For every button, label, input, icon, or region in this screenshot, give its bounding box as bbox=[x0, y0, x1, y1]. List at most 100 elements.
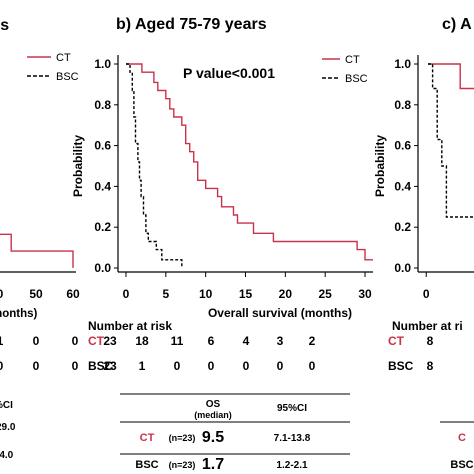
panel-b-risk-value: 23 bbox=[103, 359, 117, 373]
left-series-ct bbox=[0, 233, 74, 268]
panel-c-x-ticks: 0 bbox=[423, 272, 430, 301]
left-risk-last-value: 0 bbox=[72, 334, 79, 348]
left-stats-header-fragment: %CI bbox=[0, 400, 13, 411]
panel-b-x-ticks: 0 5 10 15 20 25 30 bbox=[123, 272, 372, 301]
panel-b-title: b) Aged 75-79 years bbox=[116, 16, 267, 33]
panel-b-risk-value: 3 bbox=[277, 334, 284, 348]
left-risk-value: 1 bbox=[0, 334, 4, 348]
panel-b-risk-row-label-bsc: BSC bbox=[88, 359, 114, 373]
panel-b-risk-title: Number at risk bbox=[88, 319, 172, 333]
panel-c-series-ct bbox=[428, 63, 474, 90]
left-legend: CT BSC bbox=[27, 52, 79, 83]
panel-b-risk-value: 11 bbox=[171, 334, 184, 348]
panel-c-stats-group: BSC bbox=[450, 459, 473, 471]
panel-b-x-tick-label: 5 bbox=[162, 287, 169, 301]
panel-b-stats-group-bsc: BSC bbox=[135, 459, 158, 471]
panel-c: c) A Probability 0.0 0.2 0.4 0.6 0.8 1.0 0 Nu… bbox=[373, 16, 474, 471]
panel-c-risk-value: 8 bbox=[427, 359, 434, 373]
panel-b-stats-group-ct: CT bbox=[140, 432, 155, 444]
panel-b-stats-ci: 7.1-13.8 bbox=[274, 433, 311, 444]
panel-b-xlabel: Overall survival (months) bbox=[208, 306, 352, 320]
panel-b: b) Aged 75-79 years Probability 0.0 0.2 0.… bbox=[71, 16, 373, 473]
panel-b-risk-value: 0 bbox=[208, 359, 215, 373]
panel-b-stats-median-header: (median) bbox=[194, 410, 232, 420]
panel-c-y-tick-label: 0.4 bbox=[394, 179, 411, 193]
panel-b-legend-label-ct: CT bbox=[345, 54, 360, 66]
panel-c-risk-row-label-bsc: BSC bbox=[388, 359, 414, 373]
panel-c-stats-table: C BSC bbox=[440, 421, 474, 471]
panel-c-y-tick-label: 0.6 bbox=[394, 139, 411, 153]
panel-b-stats-os: 9.5 bbox=[202, 429, 224, 446]
panel-b-stats-os: 1.7 bbox=[202, 456, 224, 473]
panel-c-series-bsc bbox=[428, 63, 474, 218]
panel-c-title-fragment: c) A bbox=[442, 16, 472, 33]
panel-c-risk-title-fragment: Number at ri bbox=[392, 319, 463, 333]
panel-b-curves bbox=[126, 63, 373, 268]
panel-b-x-tick-label: 20 bbox=[279, 287, 293, 301]
panel-c-y-ticks: 0.0 0.2 0.4 0.6 0.8 1.0 bbox=[394, 57, 418, 275]
left-x-tick-label: 0 bbox=[0, 287, 4, 301]
left-risk-last-value: 0 bbox=[72, 359, 79, 373]
panel-left: rs 0 50 60 months) CT BSC 1 0 0 0 0 0 %CI 29.0 -… bbox=[0, 17, 80, 461]
left-risk-value: 0 bbox=[33, 334, 40, 348]
panel-b-risk-value: 0 bbox=[309, 359, 316, 373]
panel-b-risk-value: 23 bbox=[103, 334, 117, 348]
panel-b-stats-n: (n=23) bbox=[169, 460, 196, 470]
panel-b-risk-value: 0 bbox=[277, 359, 284, 373]
panel-c-ylabel: Probability bbox=[373, 135, 387, 197]
left-risk-value: 0 bbox=[33, 359, 40, 373]
panel-c-y-tick-label: 0.0 bbox=[394, 261, 411, 275]
panel-b-stats-n: (n=23) bbox=[169, 433, 196, 443]
panel-c-stats-group: C bbox=[458, 432, 466, 444]
panel-c-curves bbox=[428, 63, 474, 218]
panel-c-risk-row-label-ct: CT bbox=[388, 334, 405, 348]
left-stats-ci-bsc: -4.0 bbox=[0, 450, 14, 461]
panel-b-ylabel: Probability bbox=[71, 135, 85, 197]
panel-c-risk-table: CT 8 BSC 8 bbox=[388, 334, 434, 373]
panel-c-y-tick-label: 1.0 bbox=[394, 57, 411, 71]
panel-c-y-tick-label: 0.2 bbox=[394, 220, 411, 234]
panel-b-risk-row-label-ct: CT bbox=[88, 334, 105, 348]
panel-b-risk-value: 0 bbox=[174, 359, 181, 373]
panel-b-series-bsc bbox=[126, 63, 183, 268]
panel-c-risk-value: 8 bbox=[427, 334, 434, 348]
left-legend-label-ct: CT bbox=[56, 52, 71, 64]
left-x-ticks: 0 50 60 bbox=[0, 287, 80, 301]
panel-b-x-tick-label: 30 bbox=[358, 287, 372, 301]
panel-b-y-tick-label: 0.8 bbox=[94, 98, 111, 112]
panel-b-x-tick-label: 10 bbox=[199, 287, 213, 301]
panel-b-y-tick-label: 0.6 bbox=[94, 139, 111, 153]
left-curves bbox=[0, 233, 74, 268]
panel-b-risk-value: 6 bbox=[208, 334, 215, 348]
left-x-tick-label: 50 bbox=[29, 287, 43, 301]
panel-b-risk-value: 18 bbox=[135, 334, 149, 348]
panel-c-x-tick-label: 0 bbox=[423, 287, 430, 301]
panel-b-x-tick-label: 25 bbox=[319, 287, 333, 301]
panel-b-risk-value: 4 bbox=[243, 334, 250, 348]
left-risk-table: 1 0 0 0 0 0 bbox=[0, 334, 79, 373]
panel-b-y-tick-label: 0.0 bbox=[94, 261, 111, 275]
panel-b-y-tick-label: 0.4 bbox=[94, 179, 111, 193]
panel-c-y-tick-label: 0.8 bbox=[394, 98, 411, 112]
left-x-tick-label: 60 bbox=[66, 287, 80, 301]
panel-b-stats-os-header: OS bbox=[206, 399, 221, 410]
panel-b-stats-ci-header: 95%CI bbox=[277, 403, 307, 414]
left-xlabel-fragment: months) bbox=[0, 308, 38, 320]
panel-b-y-tick-label: 0.2 bbox=[94, 220, 111, 234]
panel-b-x-tick-label: 15 bbox=[239, 287, 253, 301]
panel-b-legend-label-bsc: BSC bbox=[345, 73, 368, 85]
panel-b-stats-table: OS(median) 95%CI CT (n=23) 9.5 7.1-13.8 BSC (n=… bbox=[120, 393, 350, 473]
left-risk-value: 0 bbox=[0, 359, 4, 373]
panel-b-legend: CT BSC bbox=[322, 54, 368, 85]
panel-b-risk-value: 2 bbox=[309, 334, 316, 348]
panel-b-x-tick-label: 0 bbox=[123, 287, 130, 301]
panel-b-series-ct bbox=[126, 63, 373, 261]
panel-b-y-tick-label: 1.0 bbox=[94, 57, 111, 71]
left-legend-label-bsc: BSC bbox=[56, 71, 79, 83]
panel-b-risk-value: 1 bbox=[139, 359, 146, 373]
panel-b-risk-value: 0 bbox=[243, 359, 250, 373]
left-title-fragment: rs bbox=[0, 17, 9, 34]
panel-b-stats-ci: 1.2-2.1 bbox=[276, 460, 308, 471]
